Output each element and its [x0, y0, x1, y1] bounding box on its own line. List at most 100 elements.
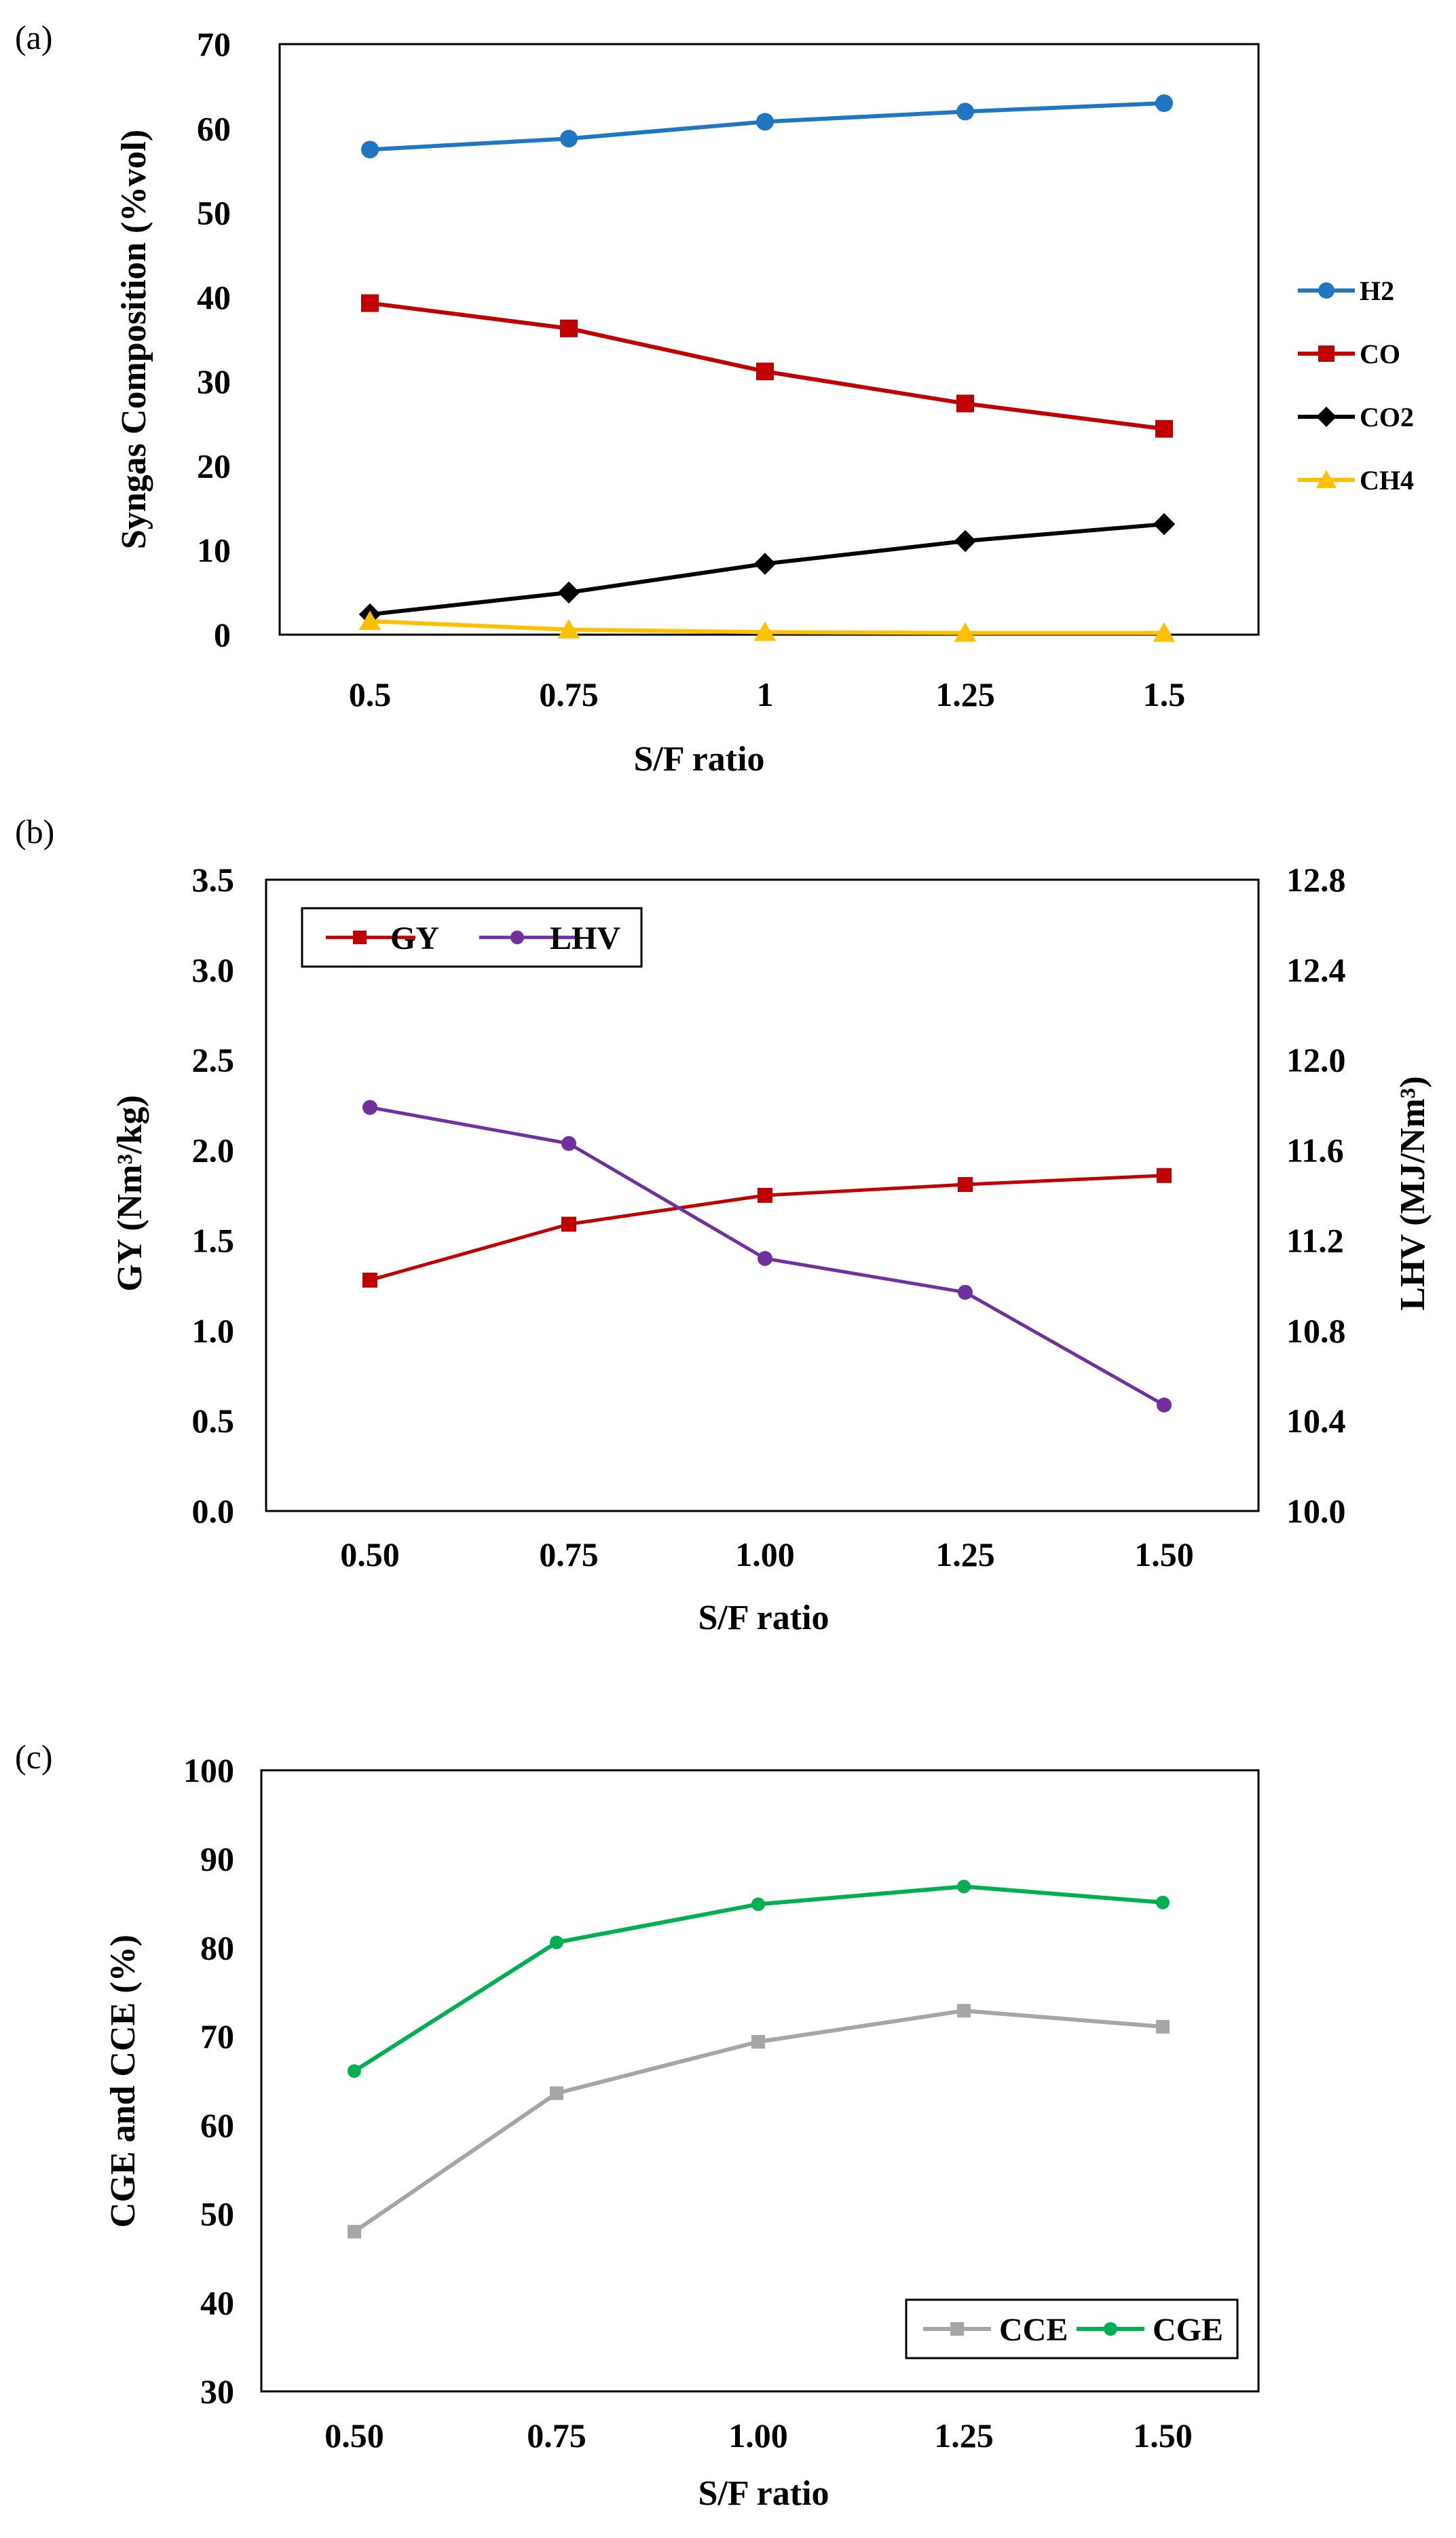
data-point-cge	[957, 1880, 971, 1894]
data-point-ch4	[557, 618, 580, 639]
panel-a-plot-frame	[278, 43, 1260, 636]
legend-item-cce: CCE	[923, 2312, 1068, 2348]
y-right-tick-label: 11.2	[1286, 1221, 1344, 1259]
legend-marker	[510, 931, 524, 944]
panel-b: (b) 0.00.51.01.52.02.53.03.5 10.010.410.…	[15, 813, 1432, 1637]
data-point-h2	[361, 141, 379, 159]
data-point-gy	[561, 1216, 576, 1232]
y-tick-label: 60	[197, 109, 231, 147]
data-point-gy	[362, 1272, 377, 1288]
data-point-lhv	[561, 1136, 576, 1151]
x-tick-label: 0.75	[527, 2416, 586, 2455]
y-right-tick-label: 12.4	[1286, 951, 1346, 989]
data-point-lhv	[362, 1100, 377, 1115]
y-tick-label: 3.5	[192, 861, 235, 899]
data-point-lhv	[958, 1284, 973, 1300]
panel-c-label: (c)	[15, 1738, 53, 1776]
y-tick-label: 40	[200, 2283, 234, 2321]
panel-b-left-y-axis-title: GY (Nm³/kg)	[111, 1095, 149, 1292]
x-tick-label: 0.75	[539, 1535, 599, 1573]
legend-item-ch4: CH4	[1298, 465, 1414, 496]
panel-a-y-ticks: 0 10 20 30 40 50 60 70	[197, 25, 231, 654]
y-right-tick-label: 10.4	[1286, 1402, 1346, 1440]
data-point-cce	[751, 2034, 765, 2049]
x-tick-label: 1.50	[1134, 1535, 1194, 1573]
data-point-co2	[1153, 512, 1176, 536]
data-point-h2	[956, 102, 974, 121]
legend-label: H2	[1360, 276, 1394, 306]
y-tick-label: 30	[197, 362, 231, 400]
data-point-lhv	[1157, 1397, 1172, 1413]
legend-marker	[1316, 407, 1337, 427]
data-point-cge	[550, 1935, 563, 1949]
panel-c-y-axis-title: CGE and CCE (%)	[104, 1935, 143, 2228]
panel-a-label: (a)	[15, 18, 53, 56]
data-point-ch4	[753, 621, 777, 641]
data-point-co2	[954, 529, 977, 553]
legend-item-cge: CGE	[1077, 2312, 1223, 2348]
y-tick-label: 70	[197, 25, 231, 63]
y-tick-label: 90	[200, 1840, 234, 1878]
y-tick-label: 1.0	[192, 1311, 235, 1349]
legend-marker	[353, 931, 367, 944]
legend-label: LHV	[550, 920, 620, 956]
y-tick-label: 30	[200, 2372, 234, 2410]
x-tick-label: 1.50	[1133, 2416, 1193, 2455]
data-point-ch4	[358, 610, 381, 631]
legend-item-lhv: LHV	[479, 920, 620, 956]
y-tick-label: 0.0	[192, 1492, 235, 1530]
data-point-cce	[550, 2086, 563, 2100]
y-tick-label: 100	[183, 1751, 234, 1789]
legend-label: CO2	[1360, 402, 1414, 432]
legend-item-co2: CO2	[1298, 402, 1414, 432]
series-cce	[348, 2004, 1170, 2239]
series-cge	[348, 1880, 1170, 2078]
x-tick-label: 1.5	[1143, 675, 1186, 713]
data-point-co2	[557, 581, 580, 604]
y-tick-label: 60	[200, 2106, 234, 2144]
x-tick-label: 0.75	[539, 675, 599, 713]
data-point-cce	[348, 2224, 361, 2239]
panel-a-series	[358, 94, 1176, 642]
data-point-co	[560, 319, 578, 337]
legend-label: CCE	[999, 2312, 1068, 2348]
data-point-h2	[560, 130, 578, 148]
y-tick-label: 2.0	[192, 1132, 235, 1170]
legend-marker	[950, 2322, 964, 2336]
y-tick-label: 10	[197, 531, 231, 570]
legend-marker	[1104, 2322, 1117, 2336]
y-tick-label: 20	[197, 447, 231, 485]
panel-b-right-y-axis-title: LHV (MJ/Nm³)	[1394, 1076, 1432, 1310]
panel-a-y-axis-title: Syngas Composition (%vol)	[115, 130, 153, 549]
legend-label: CGE	[1153, 2312, 1223, 2348]
panel-c-y-ticks: 30 40 50 60 70 80 90 100	[183, 1751, 234, 2410]
data-point-ch4	[1153, 622, 1176, 642]
panel-b-label: (b)	[15, 813, 54, 851]
panel-b-left-y-ticks: 0.0 0.5 1.0 1.5 2.0 2.5 3.0 3.5	[192, 861, 235, 1530]
data-point-cge	[751, 1897, 765, 1911]
panel-c-series	[348, 1880, 1170, 2239]
legend-label: CH4	[1360, 465, 1414, 496]
x-tick-label: 1.25	[935, 1535, 995, 1573]
data-point-co	[956, 394, 974, 413]
data-point-cge	[348, 2064, 361, 2078]
data-point-gy	[958, 1177, 973, 1193]
legend-label: CO	[1360, 339, 1400, 369]
legend-marker	[1318, 282, 1334, 299]
y-tick-label: 70	[200, 2017, 234, 2055]
y-right-tick-label: 11.6	[1286, 1132, 1344, 1170]
data-point-cce	[1156, 2019, 1170, 2034]
y-tick-label: 40	[197, 278, 231, 316]
data-point-gy	[758, 1188, 772, 1203]
panel-a-x-ticks: 0.5 0.75 1 1.25 1.5	[349, 675, 1186, 713]
y-tick-label: 1.5	[192, 1221, 235, 1259]
y-tick-label: 50	[197, 194, 231, 232]
panel-c-legend: CCE CGE	[905, 2298, 1239, 2359]
panel-c-plot-frame	[260, 1769, 1260, 2393]
x-tick-label: 0.50	[340, 1535, 400, 1573]
x-tick-label: 1	[757, 675, 774, 713]
panel-a-x-axis-title: S/F ratio	[633, 740, 764, 779]
x-tick-label: 1.25	[934, 2416, 994, 2455]
series-gy	[362, 1168, 1172, 1288]
